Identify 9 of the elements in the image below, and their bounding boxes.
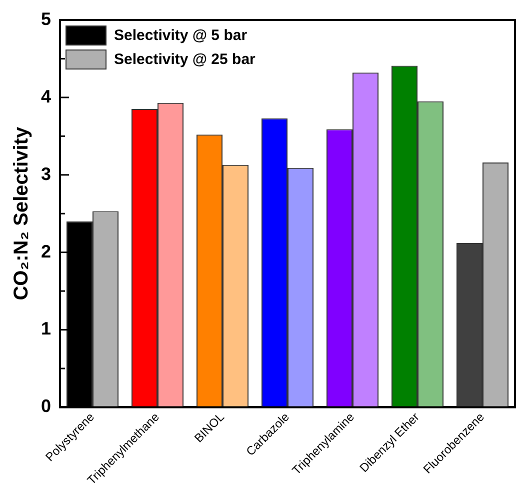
y-tick-label: 1 [40,318,52,339]
y-tick-label: 0 [40,396,52,416]
y-axis-title: CO₂:N₂ Selectivity [10,126,33,300]
y-tick-label: 3 [40,164,52,184]
y-tick-label: 4 [40,86,52,106]
y-tick-label: 2 [40,241,52,262]
legend-label: Selectivity @ 25 bar [114,51,256,68]
legend-label: Selectivity @ 5 bar [114,27,248,44]
y-tick-label: 5 [40,8,52,29]
